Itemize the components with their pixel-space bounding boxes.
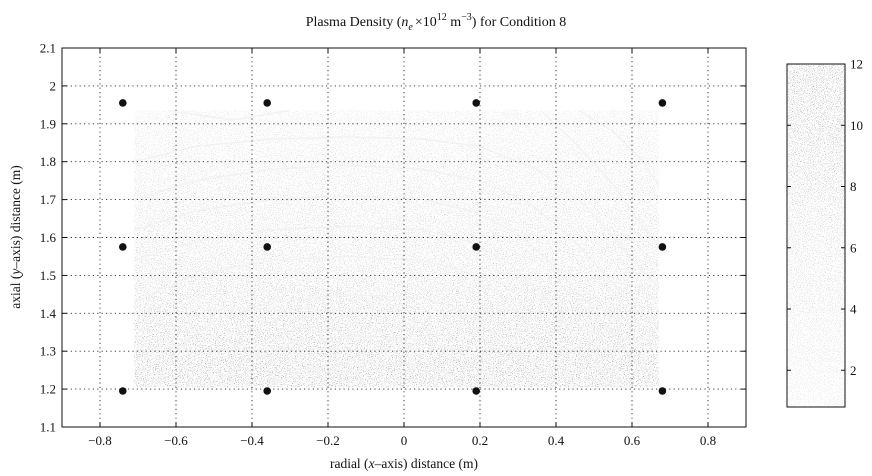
axis-ticks: [62, 47, 746, 428]
y-tick-label: 2.1: [40, 41, 56, 56]
x-axis-label: radial (x–axis) distance (m): [330, 456, 478, 471]
colorbar: 2 4 6 8 10 12: [786, 57, 863, 408]
contour-lines: [133, 109, 660, 388]
title-unit: m: [447, 15, 462, 30]
title-exp: 12: [437, 12, 447, 23]
probe-marker: [263, 387, 272, 395]
contour-8.5: [133, 225, 618, 388]
title-unit-exp: −3: [461, 12, 472, 23]
colorbar-tick-label: 4: [850, 302, 857, 317]
colorbar-tick-label: 2: [850, 363, 857, 378]
y-tick-label: 1.6: [40, 230, 57, 245]
colorbar-ticks: 2 4 6 8 10 12: [787, 57, 863, 378]
colorbar-tick-label: 10: [850, 118, 863, 133]
contour-label: 8.5: [252, 253, 268, 267]
x-tick-label: 0.2: [472, 433, 488, 448]
contour-label: 6.5: [503, 107, 519, 121]
x-tick-label: 0: [401, 433, 408, 448]
probe-marker: [263, 243, 272, 251]
title-var: n: [401, 15, 408, 30]
contour-6.5: [540, 109, 660, 246]
x-tick-label: 0.6: [624, 433, 641, 448]
probe-marker: [658, 387, 667, 395]
y-tick-label: 1.4: [40, 306, 57, 321]
x-tick-label: 0.8: [700, 433, 716, 448]
probe-marker: [119, 99, 127, 107]
colorbar-frame: [786, 63, 846, 408]
contour-10: [206, 335, 500, 388]
title-suffix: ) for Condition 8: [472, 15, 567, 30]
x-tick-label: −0.4: [240, 433, 264, 448]
contour-7: [134, 136, 660, 288]
probe-marker: [472, 387, 481, 395]
probe-marker: [119, 387, 127, 395]
probe-marker: [658, 243, 667, 251]
contour-6.5: [168, 109, 291, 121]
contour-label: 9: [534, 325, 540, 339]
y-tick-label: 1.2: [40, 382, 56, 397]
contour-label: 7: [492, 143, 498, 157]
contour-9.5: [152, 293, 538, 388]
contour-label: 10: [326, 338, 339, 352]
colorbar-tick-label: 6: [850, 240, 857, 255]
y-tick-labels: 1.1 1.2 1.3 1.4 1.5 1.6 1.7 1.8 1.9 2 2.1: [40, 41, 57, 435]
x-tick-label: −0.2: [316, 433, 340, 448]
contour-8: [133, 195, 652, 388]
probe-marker: [119, 243, 127, 251]
plot-title: Plasma Density (ne ×1012 m−3) for Conditi…: [306, 12, 567, 33]
contour-label: 7.5: [442, 181, 458, 195]
contour-label: 6: [610, 107, 616, 121]
probe-marker: [263, 99, 272, 107]
probe-marker: [472, 243, 481, 251]
contour-label: 6.5: [172, 109, 188, 123]
y-tick-label: 1.1: [40, 420, 56, 435]
contour-label: 10.5: [336, 367, 358, 381]
title-mult: ×10: [415, 15, 437, 30]
y-tick-label: 1.5: [40, 268, 56, 283]
svg-text:Plasma Density (ne×1012 m−3) f: Plasma Density (ne ×1012 m−3) for Conditi…: [306, 12, 567, 33]
density-field: [134, 110, 659, 388]
y-tick-label: 1.3: [40, 344, 56, 359]
y-tick-label: 1.9: [40, 116, 56, 131]
x-tick-labels: −0.8 −0.6 −0.4 −0.2 0 0.2 0.4 0.6 0.8: [88, 433, 716, 448]
title-var-sub: e: [408, 22, 413, 33]
x-tick-label: −0.6: [164, 433, 188, 448]
probe-marker: [472, 99, 481, 107]
contour-9: [133, 255, 578, 388]
y-tick-label: 1.8: [40, 154, 56, 169]
grid-lines: [62, 47, 746, 428]
y-tick-label: 2: [50, 78, 57, 93]
x-tick-label: 0.4: [548, 433, 565, 448]
probe-marker: [658, 99, 667, 107]
y-tick-label: 1.7: [40, 192, 57, 207]
x-tick-label: −0.8: [88, 433, 112, 448]
probe-markers: [119, 99, 667, 395]
y-axis-label: axial (y–axis) distance (m): [8, 165, 23, 309]
colorbar-tick-label: 12: [850, 57, 863, 72]
title-prefix: Plasma Density (: [306, 15, 402, 30]
contour-10.5: [266, 361, 470, 388]
contour-label: 8: [253, 227, 259, 241]
contour-6: [578, 109, 660, 185]
colorbar-fill: [787, 64, 845, 407]
colorbar-tick-label: 8: [850, 179, 857, 194]
